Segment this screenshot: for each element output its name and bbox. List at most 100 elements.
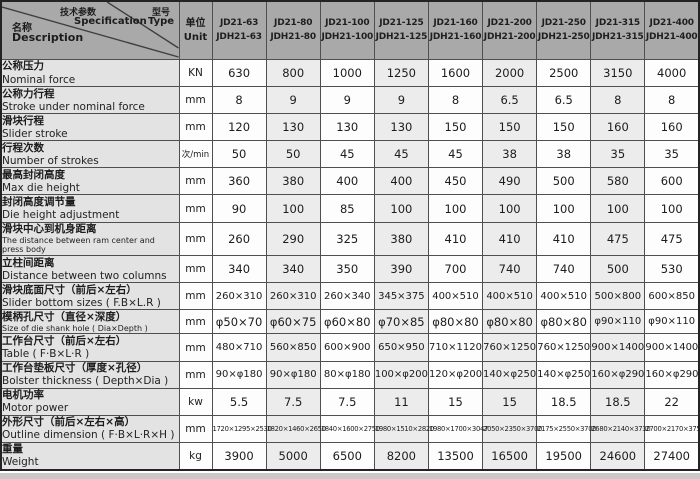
value-cell: 740: [482, 255, 538, 284]
unit-cell: mm: [178, 282, 213, 311]
model-name-line1: JD21-80: [274, 18, 313, 28]
value-cell: 130: [319, 113, 375, 142]
value-cell: 90×φ180: [211, 360, 267, 389]
value-cell: 1600: [427, 58, 484, 88]
value-cell: 90: [211, 194, 267, 223]
table-row: 外形尺寸（前后×左右×高） Outline dimension ( F·B×L·R…: [0, 414, 700, 443]
unit-cell: mm: [178, 194, 213, 223]
value-cell: 700: [427, 255, 484, 284]
value-cell: 15: [482, 387, 538, 416]
model-name-line2: JDH21-400: [645, 31, 698, 42]
value-cell: 325: [319, 221, 375, 257]
row-label: 工作台垫板尺寸（厚度×孔径） Bolster thickness ( Depth×…: [0, 360, 180, 389]
value-cell: 7.5: [265, 387, 321, 416]
table-row: 重量 Weight kg 3900 5000 6500 8200 13500 16500 1950…: [0, 441, 700, 471]
value-cell: 290: [265, 221, 321, 257]
value-cell: 9: [319, 86, 375, 115]
value-cell: 4000: [644, 58, 700, 88]
value-cell: 8: [427, 86, 484, 115]
value-cell: φ90×110: [590, 309, 646, 335]
value-cell: 45: [319, 140, 375, 169]
model-header-jd21-250: JD21-250 JDH21-250: [536, 0, 592, 60]
value-cell: 450: [427, 167, 484, 196]
table-row: 电机功率 Motor power kw 5.5 7.5 7.5 11 15 15 18.5 18.5…: [0, 387, 700, 416]
value-cell: 530: [644, 255, 700, 284]
value-cell: 400: [319, 167, 375, 196]
value-cell: 380: [373, 221, 429, 257]
row-label-en: Size of die shank hole ( Dia×Depth ): [2, 323, 148, 333]
value-cell: 80×φ180: [319, 360, 375, 389]
value-cell: 350: [319, 255, 375, 284]
value-cell: 380: [265, 167, 321, 196]
row-label-zh: 外形尺寸（前后×左右×高）: [2, 416, 136, 429]
value-cell: 6.5: [536, 86, 592, 115]
unit-cell: mm: [178, 255, 213, 284]
row-label-en: Distance between two columns: [2, 269, 167, 282]
model-name-line1: JD21-160: [433, 18, 478, 28]
value-cell: 22: [644, 387, 700, 416]
value-cell: φ60×80: [319, 309, 375, 335]
model-name-line2: JDH21-80: [270, 31, 316, 42]
row-label: 公称力行程 Stroke under nominal force: [0, 86, 180, 115]
model-name-line1: JD21-100: [325, 18, 370, 28]
model-name-line2: JDH21-250: [537, 31, 590, 42]
row-label-zh: 立柱间距离: [2, 256, 55, 269]
row-label-zh: 工作台尺寸（前后×左右）: [2, 334, 127, 347]
table-row: 行程次数 Number of strokes 次/min 50 50 45 45 45 38 38…: [0, 140, 700, 169]
unit-header-en: Unit: [183, 31, 208, 43]
value-cell: 24600: [590, 441, 646, 471]
value-cell: 3900: [211, 441, 267, 471]
value-cell: 38: [482, 140, 538, 169]
value-cell: 45: [373, 140, 429, 169]
value-cell: 480×710: [211, 333, 267, 362]
value-cell: 340: [265, 255, 321, 284]
row-label: 外形尺寸（前后×左右×高） Outline dimension ( F·B×L·R…: [0, 414, 180, 443]
value-cell: 2050×2350×3700: [482, 414, 542, 443]
table-row: 滑块中心到机身距离 The distance between ram center…: [0, 221, 700, 257]
value-cell: φ80×80: [482, 309, 538, 335]
model-name-line2: JDH21-100: [321, 31, 374, 42]
value-cell: φ70×85: [373, 309, 429, 335]
value-cell: 2680×2140×3730: [590, 414, 651, 443]
unit-cell: kg: [178, 441, 213, 471]
model-name-line2: JDH21-200: [483, 31, 536, 42]
value-cell: 5.5: [211, 387, 267, 416]
header-row: 技术参数 Specification 型号 Type 名称 Descriptio…: [0, 0, 700, 60]
value-cell: 345×375: [373, 282, 429, 311]
unit-cell: mm: [178, 309, 213, 335]
row-label-zh: 封闭高度调节量: [2, 195, 76, 208]
corner-type-en: Type: [148, 16, 175, 27]
value-cell: 18.5: [590, 387, 646, 416]
bottom-shadow: [0, 473, 700, 479]
value-cell: 400: [373, 167, 429, 196]
corner-spec-zh: 技术参数: [60, 8, 97, 18]
model-header-jd21-80: JD21-80 JDH21-80: [265, 0, 321, 60]
table-row: 公称力行程 Stroke under nominal force mm 8 9 9 9 8 6.…: [0, 86, 700, 115]
row-label-en: Die height adjustment: [2, 209, 120, 222]
row-label-en: The distance between ram center and pres…: [2, 236, 155, 255]
row-label-zh: 公称力行程: [2, 87, 55, 100]
value-cell: 35: [590, 140, 646, 169]
model-name-line2: JDH21-63: [216, 31, 262, 42]
value-cell: 140×φ250: [482, 360, 538, 389]
row-label: 电机功率 Motor power: [0, 387, 180, 416]
value-cell: 100: [536, 194, 592, 223]
value-cell: 120: [211, 113, 267, 142]
value-cell: 475: [590, 221, 646, 257]
model-name-line1: JD21-315: [595, 18, 640, 28]
model-header-jd21-125: JD21-125 JDH21-125: [373, 0, 429, 60]
value-cell: 740: [536, 255, 592, 284]
value-cell: 710×1120: [427, 333, 484, 362]
value-cell: φ60×75: [265, 309, 321, 335]
row-label: 最高封闭高度 Max die height: [0, 167, 180, 196]
value-cell: 15: [427, 387, 484, 416]
value-cell: 340: [211, 255, 267, 284]
table-row: 滑块底面尺寸（前后×左右） Slider bottom sizes ( F.B×L…: [0, 282, 700, 311]
value-cell: 500: [536, 167, 592, 196]
row-label-zh: 重量: [2, 443, 23, 456]
model-name-line1: JD21-63: [219, 18, 259, 28]
unit-cell: KN: [178, 58, 213, 88]
value-cell: 100: [373, 194, 429, 223]
row-label: 滑块底面尺寸（前后×左右） Slider bottom sizes ( F.B×L…: [0, 282, 180, 311]
